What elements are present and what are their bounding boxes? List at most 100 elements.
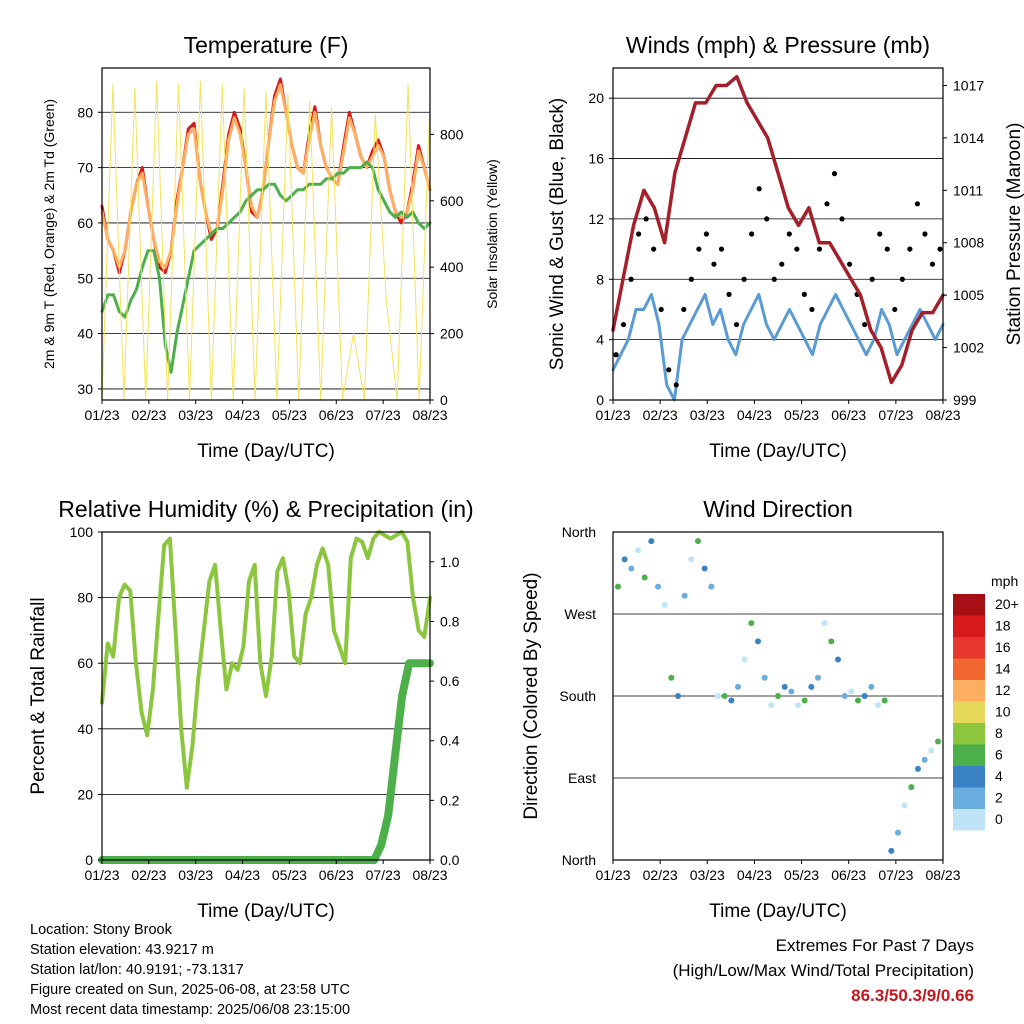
data-point [862,321,868,328]
legend-swatch [953,680,985,702]
chart-title: Wind Direction [703,496,853,522]
y-right-tick-label: 1.0 [440,554,460,570]
series-line [100,83,432,269]
panel-2: Winds (mph) & Pressure (mb) 0 4 8 12 16 20 999 1… [547,32,1024,462]
legend-swatch [953,637,985,659]
x-tick-label: 08/23 [412,407,447,423]
y-tick-label: 60 [77,655,93,671]
data-point [655,583,661,590]
y-tick-label: 12 [588,211,604,227]
chart-title: Relative Humidity (%) & Precipitation (i… [58,496,473,522]
y-axis-label: Percent & Total Rainfall [28,597,49,794]
created-text: Figure created on Sun, 2025-06-08, at 23… [30,982,350,998]
data-point [648,538,655,545]
series-line [100,530,432,790]
data-point [929,261,936,267]
x-tick-label: 07/23 [878,867,913,883]
data-point [668,674,675,681]
data-point [726,291,732,297]
legend-label: 4 [995,768,1003,784]
location-text: Location: Stony Brook [30,922,172,938]
data-point [788,688,795,695]
data-point [855,697,861,704]
elevation-text: Station elevation: 43.9217 m [30,942,214,958]
recent-text: Most recent data timestamp: 2025/06/08 2… [30,1002,351,1018]
y-right-tick-label: 1005 [953,287,984,303]
data-point [666,367,672,373]
legend-swatch [953,701,985,723]
legend-title: mph [991,573,1018,589]
legend-label: 8 [995,725,1003,741]
legend-label: 18 [995,618,1011,634]
data-point [701,565,708,572]
data-point [613,352,619,358]
data-point [711,261,717,267]
data-point [755,638,761,645]
data-point [721,693,728,699]
data-point [907,246,913,252]
data-point [733,321,740,328]
legend-swatch [953,787,985,809]
data-point [703,231,710,237]
x-tick-label: 06/23 [831,867,866,883]
y-tick-label: 30 [77,381,93,397]
data-point [688,276,694,282]
x-tick-label: 05/23 [784,407,819,423]
series-line [100,160,432,374]
data-point [801,697,808,704]
y-right-tick-label: 999 [953,392,977,408]
x-tick-label: 04/23 [225,407,260,423]
y-right-tick-label: 1017 [953,77,984,93]
y-right-tick-label: 0 [440,392,448,408]
y-tick-label: 16 [588,151,604,167]
x-axis-label: Time (Day/UTC) [197,441,335,462]
data-point [708,583,715,590]
y-right-tick-label: 0.0 [440,852,460,868]
data-point [935,738,941,745]
data-point [815,674,821,681]
y-right-tick-label: 1011 [953,182,983,198]
data-point [922,231,928,237]
data-point [695,538,701,545]
x-tick-label: 02/23 [643,867,678,883]
y-tick-label: North [562,852,596,868]
y-tick-label: 20 [77,786,93,802]
data-point [928,747,935,754]
plot-frame [612,67,944,401]
legend-label: 2 [995,790,1003,806]
data-point [831,171,838,177]
legend-label: 6 [995,747,1003,763]
data-point [881,697,888,704]
y-tick-label: 40 [77,721,93,737]
x-tick-label: 08/23 [925,867,960,883]
data-point [869,276,875,282]
data-point [901,802,908,809]
legend-swatch [953,766,985,788]
data-point [794,246,800,252]
y-right-tick-label: 0.4 [440,733,460,749]
x-tick-label: 03/23 [178,867,213,883]
x-tick-label: 01/23 [84,867,119,883]
data-point [908,784,915,791]
legend-swatch [953,594,985,616]
data-point [643,216,649,222]
x-tick-label: 07/23 [366,407,401,423]
y-right-tick-label: 800 [440,126,464,142]
data-point [915,765,921,772]
y-right-axis-label: Station Pressure (Maroon) [1004,123,1024,346]
x-tick-label: 03/23 [690,867,725,883]
station-info: Location: Stony Brook Station elevation:… [30,920,350,1020]
data-point [764,216,770,222]
data-point [728,697,735,704]
data-point [779,261,785,267]
y-right-axis-label: Solar Insolation (Yellow) [484,159,500,309]
data-point [839,216,845,222]
y-tick-label: 80 [77,104,93,120]
data-point [899,276,905,282]
x-tick-label: 05/23 [784,867,819,883]
data-point [828,638,835,645]
data-point [735,683,741,690]
y-right-tick-label: 1014 [953,130,984,146]
data-point [775,693,781,699]
